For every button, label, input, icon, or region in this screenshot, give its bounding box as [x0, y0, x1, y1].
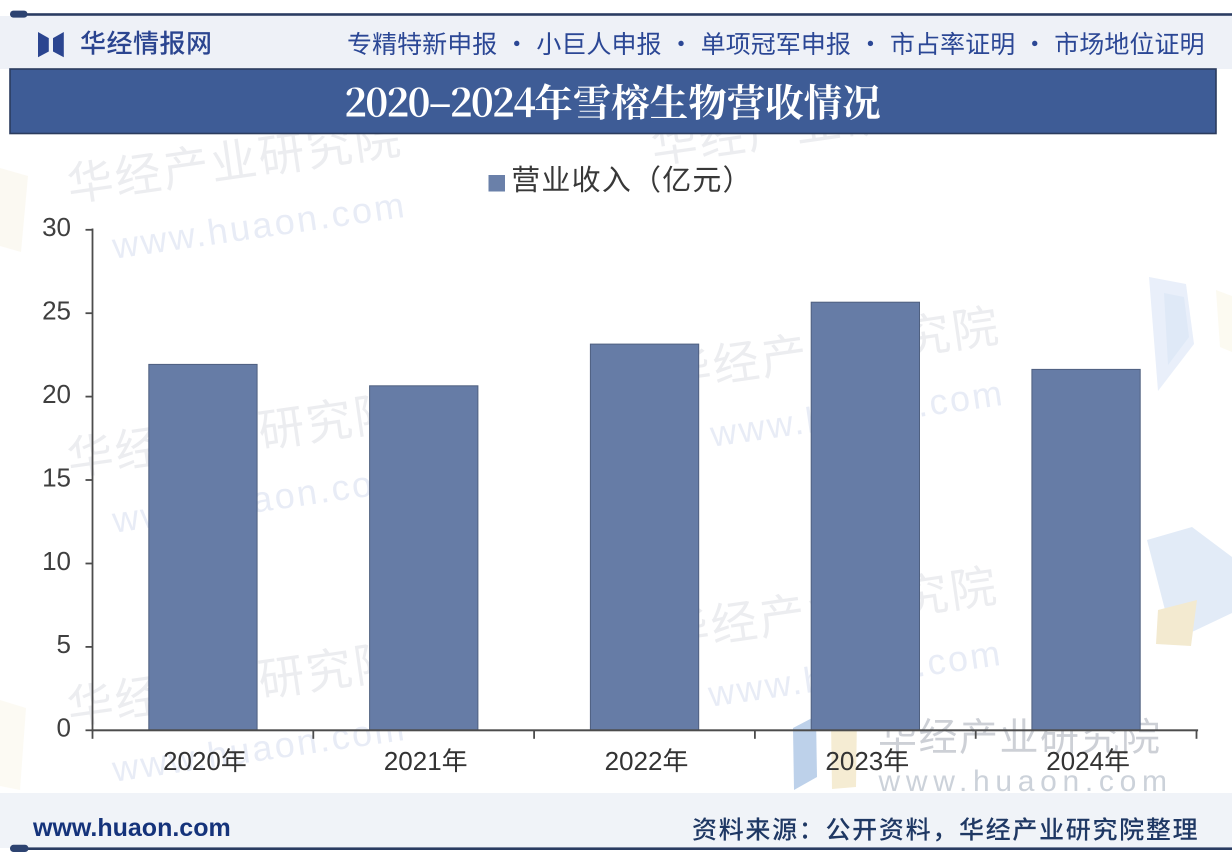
svg-text:10: 10: [42, 546, 71, 576]
svg-text:15: 15: [42, 462, 71, 492]
svg-text:30: 30: [42, 212, 71, 242]
svg-text:www.huaon.com: www.huaon.com: [878, 765, 1173, 798]
svg-text:www.huaon.com: www.huaon.com: [32, 814, 231, 842]
svg-text:5: 5: [57, 629, 71, 659]
svg-text:25: 25: [42, 296, 71, 326]
svg-text:0: 0: [57, 713, 71, 743]
svg-text:20: 20: [42, 379, 71, 409]
